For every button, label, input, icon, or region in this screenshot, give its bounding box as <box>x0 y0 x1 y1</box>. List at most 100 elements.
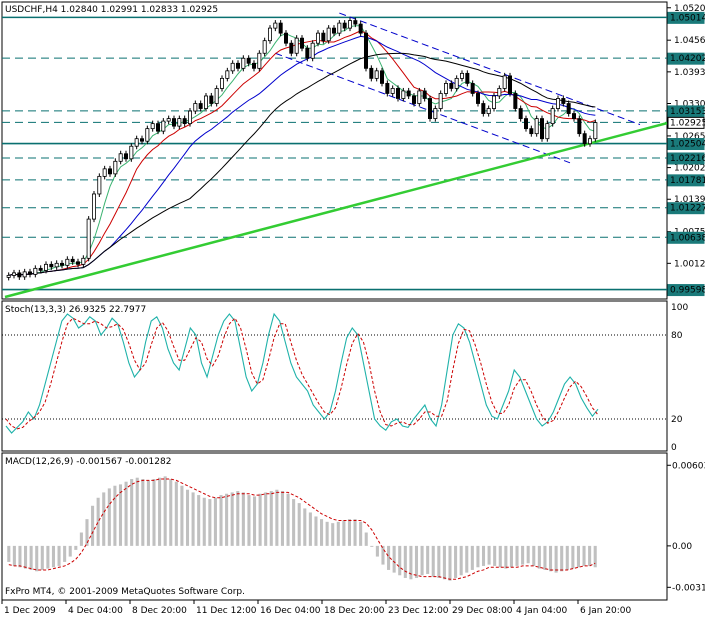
macd-histogram-bar <box>314 516 318 546</box>
macd-histogram-bar <box>141 479 145 546</box>
macd-histogram-bar <box>269 491 273 546</box>
candle-body <box>561 98 566 104</box>
macd-histogram-bar <box>152 479 156 546</box>
macd-histogram-bar <box>102 492 106 546</box>
macd-histogram-bar <box>46 545 50 569</box>
candle-body <box>251 62 256 69</box>
macd-histogram-bar <box>582 545 586 566</box>
macd-histogram-bar <box>342 520 346 546</box>
macd-histogram-bar <box>174 481 178 546</box>
candle-body <box>427 98 432 119</box>
candle-body <box>241 57 246 69</box>
macd-histogram-bar <box>202 497 206 546</box>
candle-body <box>113 160 118 175</box>
level-price-box <box>667 138 705 151</box>
stoch-axis-label: 100 <box>671 303 688 313</box>
candle-body <box>310 42 315 59</box>
candle-body <box>566 103 571 114</box>
stoch-layer <box>2 312 667 434</box>
candle-body <box>342 22 347 29</box>
candle-body <box>118 153 123 162</box>
candle-body <box>572 113 577 119</box>
macd-histogram-bar <box>593 545 597 568</box>
candle-body <box>102 168 107 177</box>
level-price-box <box>667 174 705 187</box>
candle-body <box>161 120 166 132</box>
macd-histogram-bar <box>381 545 385 565</box>
candle-body <box>524 118 529 130</box>
macd-histogram-bar <box>230 492 234 546</box>
macd-axis-label: -0.00310 <box>672 583 705 593</box>
macd-panel-header: MACD(12,26,9) -0.001567 -0.001282 <box>5 457 171 467</box>
candle-body <box>171 118 176 127</box>
level-price-label: 1.04202 <box>670 54 705 64</box>
candle-body <box>139 138 144 142</box>
macd-histogram-bar <box>280 491 284 546</box>
macd-histogram-bar <box>387 545 391 570</box>
candle-body <box>262 40 267 54</box>
price-axis-label: 1.04560 <box>674 36 705 46</box>
macd-histogram-bar <box>403 545 407 578</box>
level-price-label: 1.05014 <box>670 13 705 23</box>
price-axis-label: 1.05205 <box>674 4 705 14</box>
candle-body <box>203 95 208 109</box>
candle-body <box>593 122 598 140</box>
macd-histogram-bar <box>180 485 184 546</box>
macd-histogram-bar <box>331 523 335 546</box>
macd-histogram-bar <box>364 532 368 546</box>
stoch-axis-label: 0 <box>671 443 677 453</box>
price-axis-label: 1.02655 <box>674 132 705 142</box>
candle-body <box>54 262 59 268</box>
price-axis-label: 1.03930 <box>674 68 705 78</box>
time-axis-label: 29 Dec 08:00 <box>452 606 513 616</box>
candle-body <box>182 118 187 125</box>
time-axis-label: 18 Dec 20:00 <box>324 606 385 616</box>
candle-body <box>550 108 555 125</box>
macd-histogram-bar <box>521 545 525 565</box>
macd-histogram-bar <box>264 492 268 546</box>
macd-histogram-bar <box>515 545 519 566</box>
candle-body <box>38 267 43 271</box>
macd-histogram-bar <box>247 495 251 546</box>
macd-histogram-bar <box>370 545 374 547</box>
candle-body <box>497 88 502 97</box>
macd-layer <box>7 476 597 581</box>
macd-histogram-bar <box>303 508 307 546</box>
macd-histogram-bar <box>493 545 497 566</box>
macd-histogram-bar <box>29 545 33 570</box>
candle-body <box>305 47 310 59</box>
candle-body <box>278 22 283 34</box>
candle-body <box>353 20 358 25</box>
candle-body <box>577 118 582 135</box>
candle-body <box>22 271 27 278</box>
candle-body <box>193 103 198 112</box>
candle-body <box>534 118 539 135</box>
candle-body <box>289 42 294 54</box>
candle-body <box>246 57 251 64</box>
macd-histogram-bar <box>275 489 279 546</box>
candle-body <box>145 128 150 142</box>
time-axis-label: 11 Dec 12:00 <box>196 606 257 616</box>
macd-histogram-bar <box>353 519 357 546</box>
macd-histogram-bar <box>74 545 78 550</box>
level-price-label: 1.00638 <box>670 233 705 243</box>
macd-histogram-bar <box>448 545 452 581</box>
candle-body <box>369 67 374 79</box>
candle-body <box>299 37 304 49</box>
macd-histogram-bar <box>576 545 580 568</box>
macd-histogram-bar <box>286 493 290 546</box>
macd-axis-label: 0.00603 <box>672 461 705 471</box>
candle-body <box>267 27 272 42</box>
macd-histogram-bar <box>431 545 435 577</box>
time-axis-label: 16 Dec 04:00 <box>260 606 321 616</box>
candle-body <box>235 62 240 69</box>
macd-histogram-bar <box>241 492 245 546</box>
candle-body <box>459 72 464 79</box>
candle-body <box>92 193 97 220</box>
macd-histogram-bar <box>68 545 72 557</box>
macd-histogram-bar <box>124 481 128 546</box>
candle-body <box>481 103 486 114</box>
macd-histogram-bar <box>57 545 61 566</box>
candle-body <box>390 88 395 94</box>
candle-body <box>475 93 480 104</box>
